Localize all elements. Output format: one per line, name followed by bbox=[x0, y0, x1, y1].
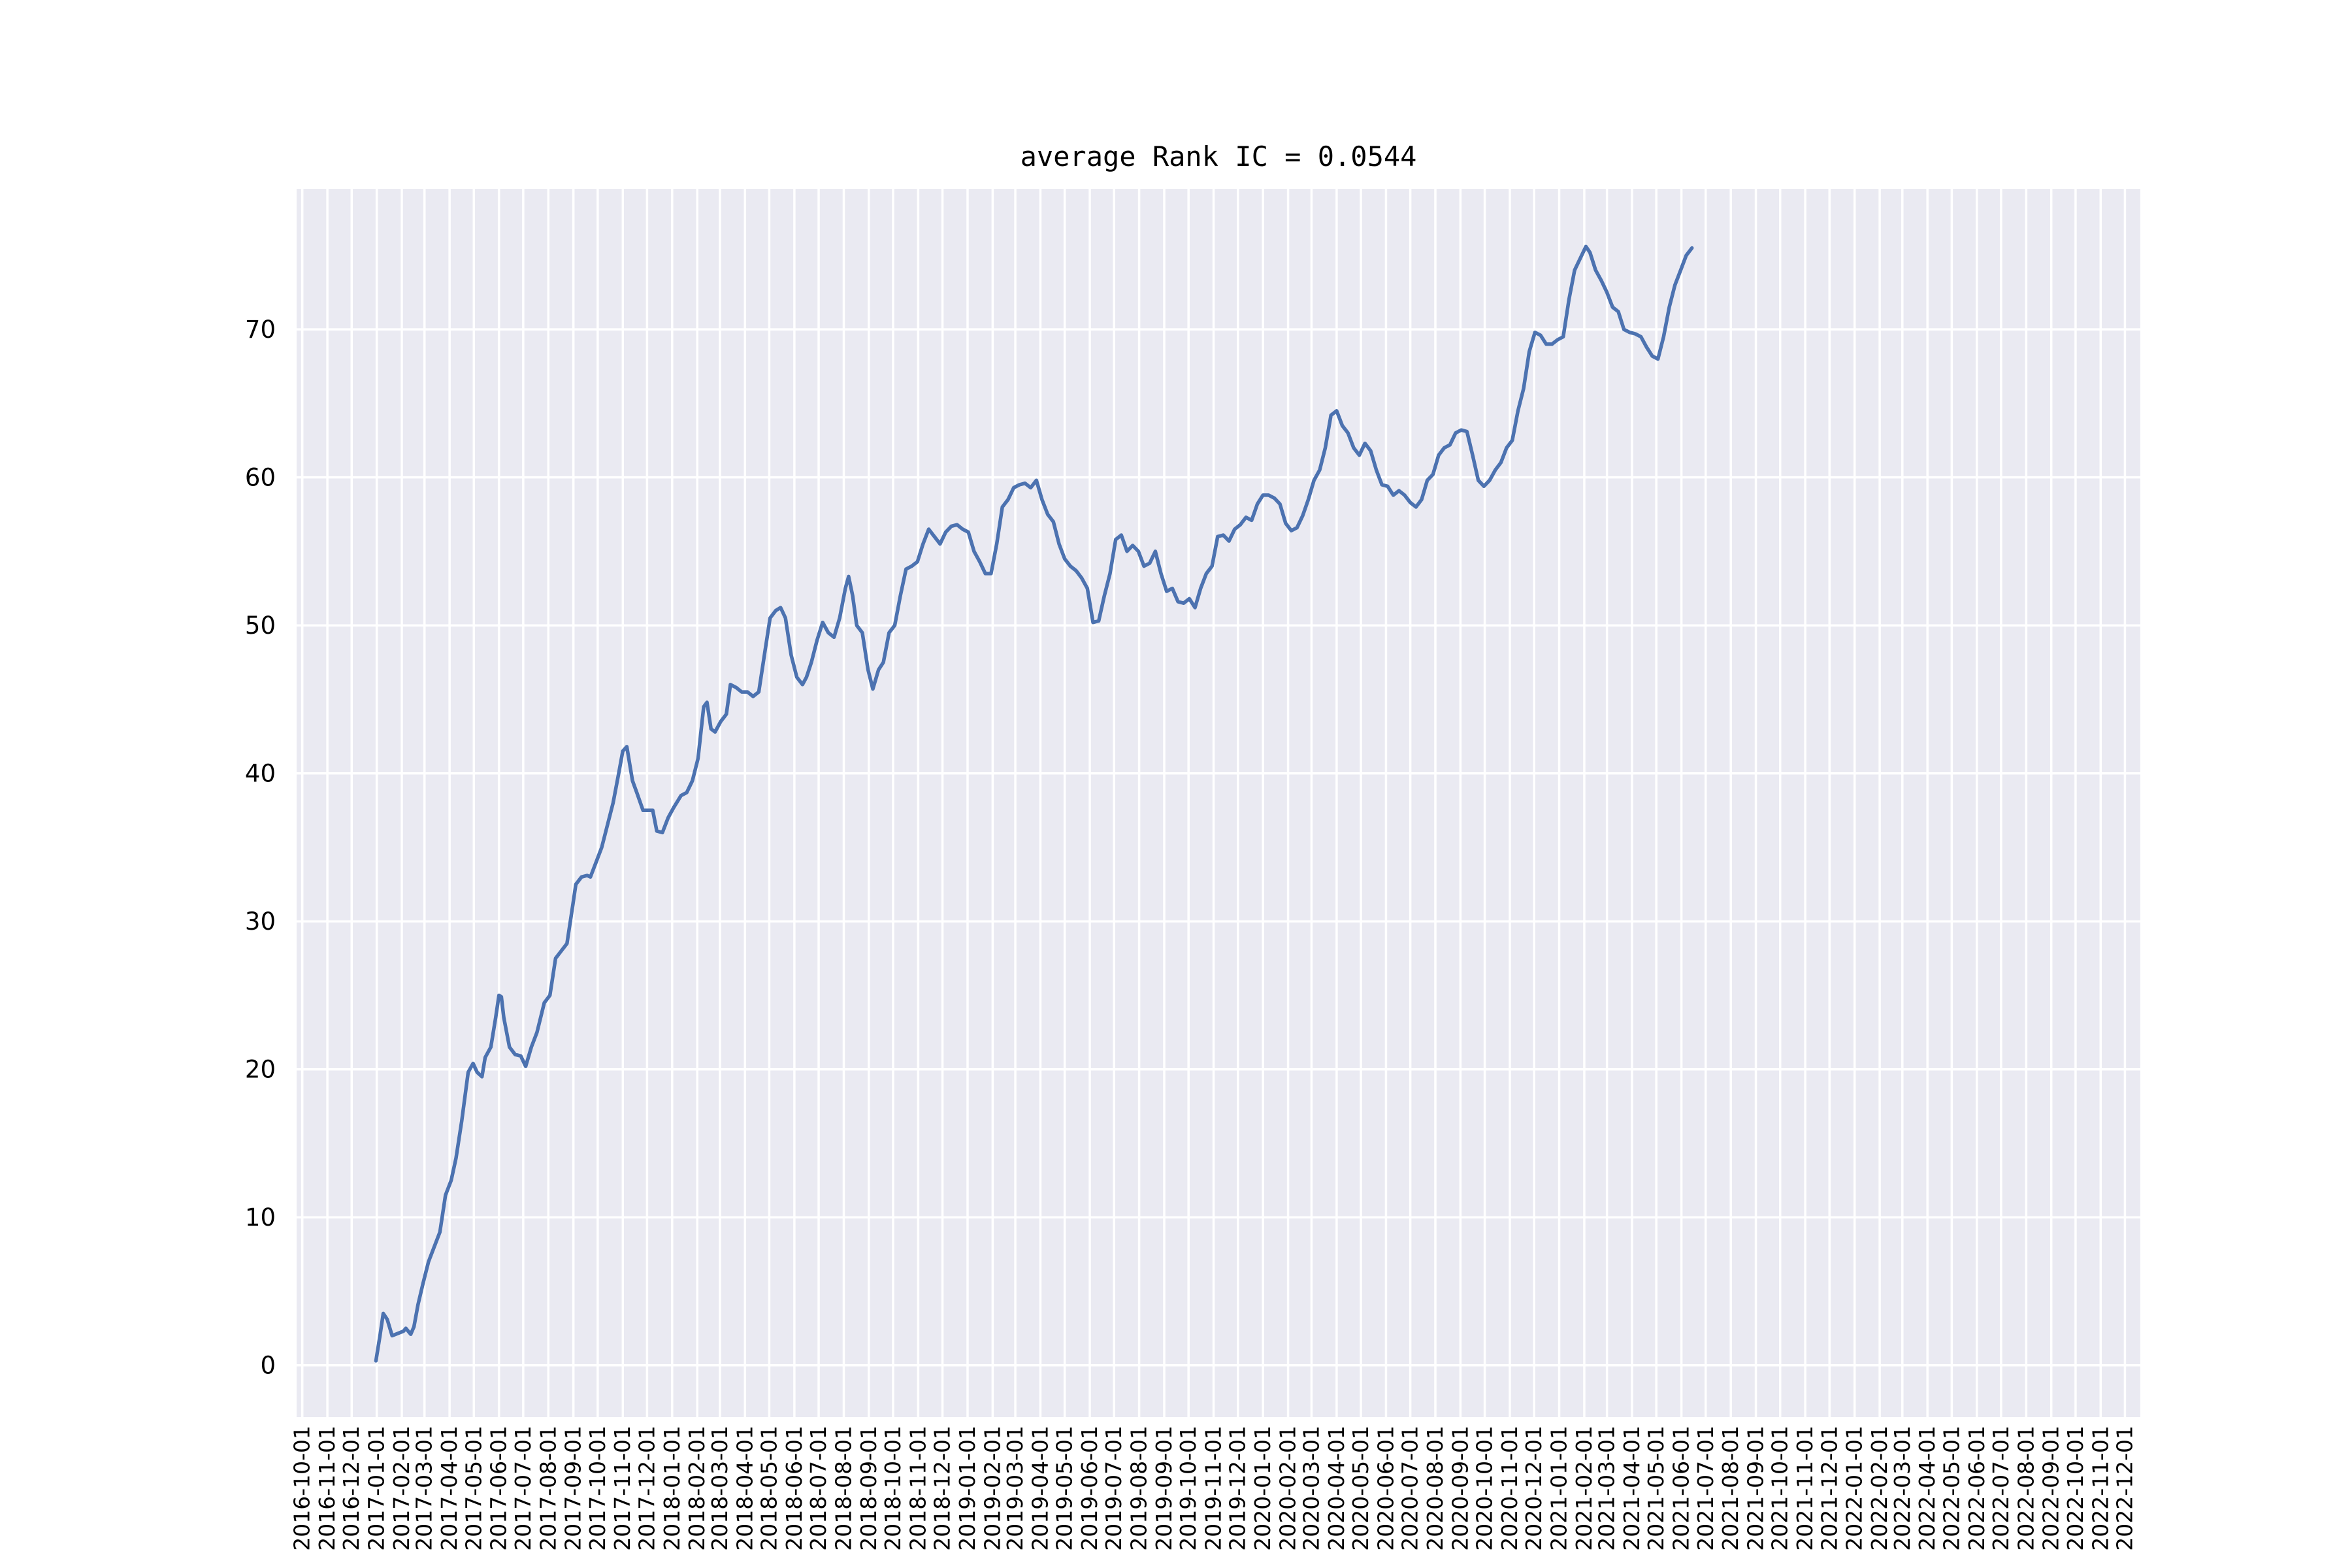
x-tick-label: 2020-09-01 bbox=[1447, 1426, 1473, 1551]
x-tick-label: 2020-11-01 bbox=[1497, 1426, 1522, 1551]
x-tick-label: 2020-03-01 bbox=[1298, 1426, 1324, 1551]
chart-title: average Rank IC = 0.0544 bbox=[1020, 140, 1417, 172]
x-tick-label: 2021-05-01 bbox=[1643, 1426, 1669, 1551]
x-tick-label: 2021-03-01 bbox=[1594, 1426, 1620, 1551]
y-tick-label: 50 bbox=[245, 612, 276, 640]
x-tick-label: 2016-11-01 bbox=[314, 1426, 340, 1551]
x-tick-label: 2017-03-01 bbox=[412, 1426, 437, 1551]
x-tick-label: 2022-03-01 bbox=[1889, 1426, 1915, 1551]
x-tick-label: 2022-11-01 bbox=[2087, 1426, 2113, 1551]
x-tick-label: 2017-06-01 bbox=[486, 1426, 512, 1551]
x-tick-label: 2019-06-01 bbox=[1077, 1426, 1102, 1551]
x-tick-label: 2022-02-01 bbox=[1867, 1426, 1892, 1551]
x-tick-label: 2021-06-01 bbox=[1669, 1426, 1694, 1551]
x-tick-label: 2021-11-01 bbox=[1792, 1426, 1818, 1551]
x-tick-label: 2017-10-01 bbox=[585, 1426, 610, 1551]
x-tick-label: 2022-01-01 bbox=[1842, 1426, 1867, 1551]
x-tick-label: 2020-07-01 bbox=[1397, 1426, 1423, 1551]
x-tick-label: 2019-11-01 bbox=[1201, 1426, 1226, 1551]
x-tick-label: 2017-12-01 bbox=[634, 1426, 659, 1551]
plot-background bbox=[297, 189, 2140, 1417]
y-tick-label: 10 bbox=[245, 1203, 276, 1232]
x-tick-label: 2020-02-01 bbox=[1275, 1426, 1301, 1551]
x-tick-label: 2019-10-01 bbox=[1175, 1426, 1201, 1551]
x-tick-label: 2021-07-01 bbox=[1693, 1426, 1718, 1551]
x-tick-label: 2018-09-01 bbox=[856, 1426, 881, 1551]
x-tick-label: 2022-12-01 bbox=[2112, 1426, 2137, 1551]
x-tick-label: 2018-02-01 bbox=[684, 1426, 710, 1551]
x-tick-label: 2022-06-01 bbox=[1964, 1426, 1989, 1551]
x-tick-label: 2017-04-01 bbox=[436, 1426, 462, 1551]
x-tick-label: 2022-04-01 bbox=[1914, 1426, 1940, 1551]
x-tick-label: 2022-07-01 bbox=[1988, 1426, 2014, 1551]
x-tick-label: 2022-08-01 bbox=[2013, 1426, 2038, 1551]
x-tick-label: 2020-10-01 bbox=[1472, 1426, 1497, 1551]
x-tick-label: 2016-12-01 bbox=[338, 1426, 364, 1551]
x-tick-label: 2021-04-01 bbox=[1619, 1426, 1644, 1551]
x-tick-label: 2017-01-01 bbox=[364, 1426, 389, 1551]
x-tick-label: 2017-02-01 bbox=[389, 1426, 414, 1551]
x-tick-label: 2018-12-01 bbox=[930, 1426, 955, 1551]
x-tick-label: 2020-06-01 bbox=[1373, 1426, 1398, 1551]
series-line bbox=[374, 244, 1694, 1363]
x-tick-label: 2020-01-01 bbox=[1250, 1426, 1275, 1551]
x-tick-label: 2020-05-01 bbox=[1348, 1426, 1373, 1551]
x-tick-label: 2019-08-01 bbox=[1126, 1426, 1152, 1551]
x-tick-label: 2022-05-01 bbox=[1938, 1426, 1964, 1551]
x-tick-label: 2019-01-01 bbox=[955, 1426, 980, 1551]
x-tick-label: 2021-12-01 bbox=[1816, 1426, 1842, 1551]
x-tick-label: 2019-09-01 bbox=[1151, 1426, 1177, 1551]
x-tick-label: 2018-01-01 bbox=[659, 1426, 685, 1551]
x-tick-label: 2019-12-01 bbox=[1225, 1426, 1250, 1551]
x-tick-label: 2017-08-01 bbox=[535, 1426, 561, 1551]
x-tick-label: 2017-07-01 bbox=[510, 1426, 536, 1551]
x-tick-label: 2021-10-01 bbox=[1767, 1426, 1793, 1551]
x-tick-label: 2018-08-01 bbox=[830, 1426, 856, 1551]
y-tick-label: 30 bbox=[245, 907, 276, 936]
y-tick-label: 20 bbox=[245, 1056, 276, 1084]
x-tick-label: 2018-07-01 bbox=[806, 1426, 831, 1551]
x-tick-label: 2020-12-01 bbox=[1521, 1426, 1546, 1551]
y-axis-ticks: 0 10 20 30 40 50 60 70 bbox=[245, 316, 276, 1380]
x-tick-label: 2021-01-01 bbox=[1546, 1426, 1572, 1551]
x-tick-label: 2021-02-01 bbox=[1571, 1426, 1597, 1551]
x-tick-label: 2020-08-01 bbox=[1422, 1426, 1448, 1551]
y-tick-label: 0 bbox=[260, 1352, 276, 1380]
x-tick-label: 2018-06-01 bbox=[781, 1426, 807, 1551]
x-tick-label: 2017-11-01 bbox=[610, 1426, 635, 1551]
x-tick-label: 2022-10-01 bbox=[2063, 1426, 2088, 1551]
x-tick-label: 2018-11-01 bbox=[905, 1426, 930, 1551]
x-tick-label: 2018-10-01 bbox=[880, 1426, 906, 1551]
x-tick-label: 2019-02-01 bbox=[979, 1426, 1005, 1551]
x-tick-label: 2022-09-01 bbox=[2038, 1426, 2064, 1551]
x-tick-label: 2016-10-01 bbox=[289, 1426, 315, 1551]
x-tick-label: 2019-07-01 bbox=[1101, 1426, 1126, 1551]
x-tick-label: 2021-08-01 bbox=[1718, 1426, 1743, 1551]
x-tick-label: 2018-03-01 bbox=[707, 1426, 732, 1551]
data-series bbox=[374, 244, 1694, 1363]
y-tick-label: 60 bbox=[245, 464, 276, 492]
x-tick-label: 2019-04-01 bbox=[1027, 1426, 1053, 1551]
y-tick-label: 40 bbox=[245, 760, 276, 788]
grid-lines bbox=[297, 189, 2140, 1417]
y-tick-label: 70 bbox=[245, 316, 276, 344]
x-tick-label: 2018-05-01 bbox=[756, 1426, 781, 1551]
x-tick-label: 2019-05-01 bbox=[1052, 1426, 1077, 1551]
x-tick-label: 2017-05-01 bbox=[461, 1426, 486, 1551]
x-tick-label: 2019-03-01 bbox=[1002, 1426, 1028, 1551]
x-tick-label: 2018-04-01 bbox=[732, 1426, 757, 1551]
x-tick-label: 2020-04-01 bbox=[1324, 1426, 1349, 1551]
x-tick-label: 2017-09-01 bbox=[561, 1426, 586, 1551]
x-tick-label: 2021-09-01 bbox=[1743, 1426, 1769, 1551]
